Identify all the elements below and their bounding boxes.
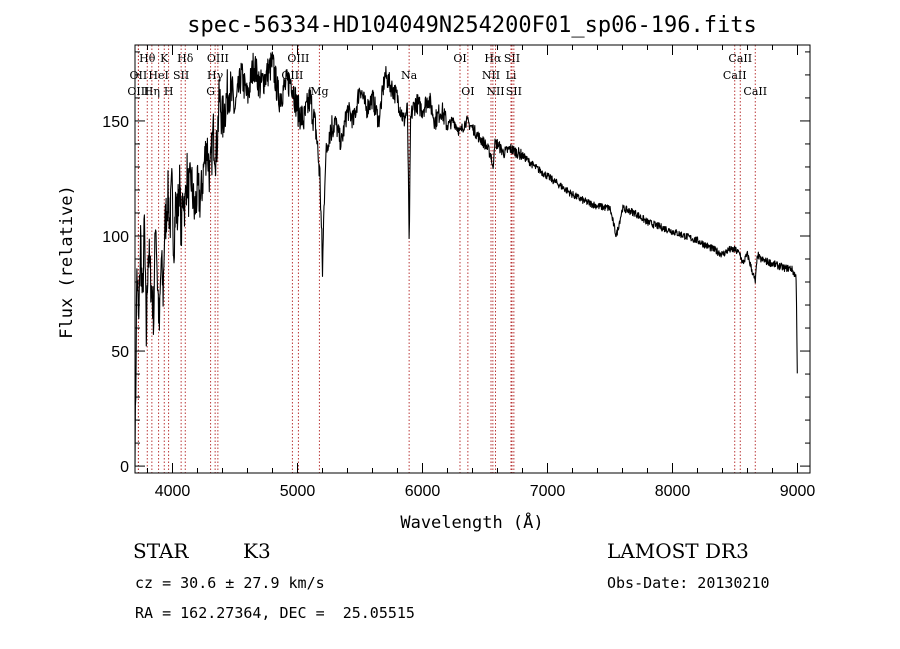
x-tick-label: 5000 (280, 483, 316, 500)
object-subclass: K3 (243, 539, 271, 563)
spectral-line-label: CaII (723, 69, 747, 82)
x-axis: 4000 5000 6000 7000 8000 9000 (147, 45, 816, 500)
x-tick-label: 4000 (155, 483, 191, 500)
y-axis: 0 50 100 150 (102, 51, 810, 476)
spectral-line-label: Hη (144, 85, 160, 98)
spectral-line-label: Hδ (177, 52, 194, 65)
spectral-line-label: Mg (310, 85, 328, 98)
spectral-line-label: K (160, 52, 169, 65)
spectral-line-label: NII (486, 85, 504, 98)
spectrum-series (134, 51, 798, 467)
observation-date: Obs-Date: 20130210 (607, 574, 770, 592)
spectral-line-label: OI (453, 52, 466, 65)
coordinates: RA = 162.27364, DEC = 25.05515 (135, 604, 415, 622)
x-tick-label: 6000 (405, 483, 441, 500)
survey-name: LAMOST DR3 (607, 539, 749, 563)
y-tick-label: 100 (102, 229, 129, 246)
y-axis-label: Flux (relative) (57, 185, 77, 339)
spectral-line-label: Hθ (139, 52, 156, 65)
spectral-line-label: SII (173, 69, 189, 82)
chart-title: spec-56334-HD104049N254200F01_sp06-196.f… (187, 13, 757, 38)
spectral-line-label: Li (506, 69, 517, 82)
y-tick-label: 0 (120, 459, 129, 476)
spectral-line-label: SII (506, 85, 522, 98)
spectral-line-label: HeI (148, 69, 168, 82)
y-tick-label: 50 (111, 344, 129, 361)
y-tick-label: 150 (102, 114, 129, 131)
spectrum-line (134, 51, 798, 467)
object-class: STAR (133, 539, 189, 563)
spectral-line-markers: HθOIIOIIIKHeIHηHδSIIHOIIIHγGOIIIOIIIMgNa… (127, 45, 767, 473)
spectral-line-label: CaII (743, 85, 767, 98)
spectral-line-label: G (206, 85, 215, 98)
plot-frame (134, 44, 811, 474)
spectral-line-label: OIII (207, 52, 229, 65)
spectral-line-label: Na (401, 69, 418, 82)
spectral-line-label: OII (130, 69, 148, 82)
spectral-line-label: SII (504, 52, 520, 65)
spectral-line-label: CaII (728, 52, 752, 65)
spectral-line-label: OIII (127, 85, 149, 98)
spectral-line-label: H (164, 85, 174, 98)
x-tick-label: 9000 (780, 483, 816, 500)
x-axis-label: Wavelength (Å) (400, 511, 543, 533)
spectral-line-label: Hγ (207, 69, 224, 82)
spectral-line-label: Hα (484, 52, 502, 65)
spectral-line-label: OI (461, 85, 474, 98)
redshift-cz: cz = 30.6 ± 27.9 km/s (135, 574, 325, 592)
x-tick-label: 7000 (530, 483, 566, 500)
x-tick-label: 8000 (655, 483, 691, 500)
spectral-line-label: OIII (287, 52, 309, 65)
spectral-line-label: NII (482, 69, 500, 82)
